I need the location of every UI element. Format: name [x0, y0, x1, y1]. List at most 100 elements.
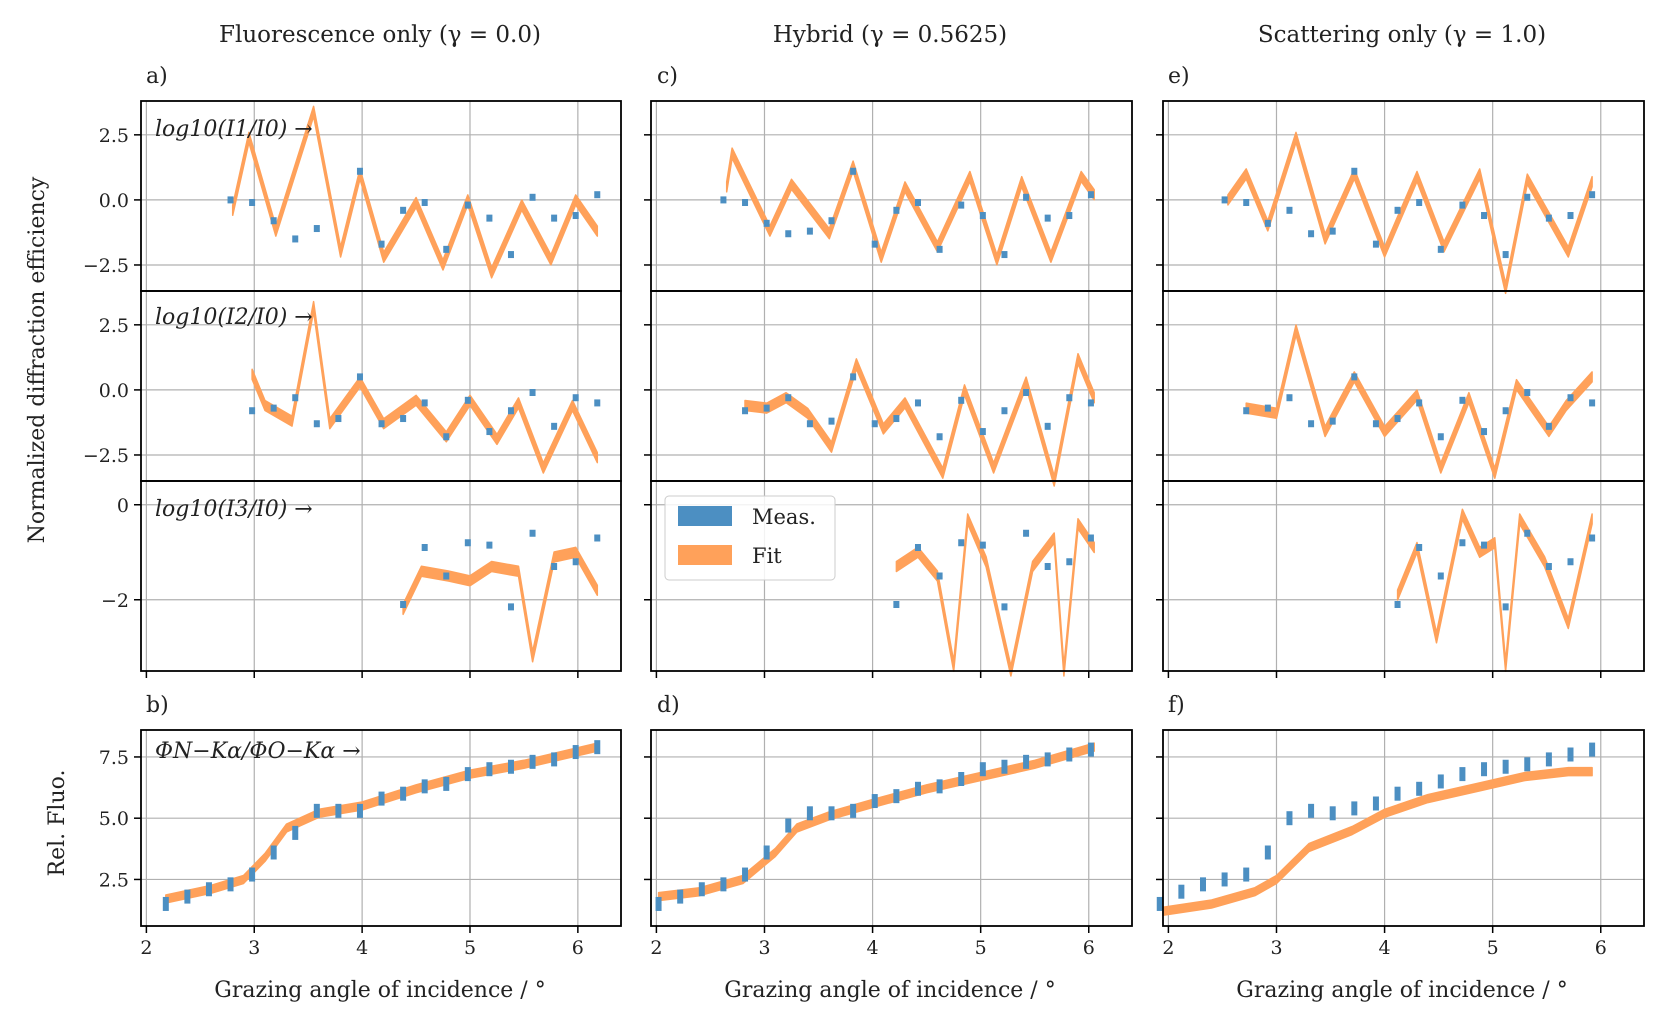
meas-point	[914, 199, 921, 207]
panel-letter-e: e)	[1168, 64, 1190, 89]
meas-point	[1459, 767, 1466, 782]
meas-point	[1394, 206, 1401, 214]
meas-point	[958, 772, 965, 786]
meas-point	[828, 417, 835, 425]
meas-point	[1087, 534, 1094, 542]
annotation-log-i3: log10(I3/I0) →	[155, 497, 313, 522]
meas-point	[720, 877, 727, 892]
meas-point	[572, 745, 579, 760]
x-tick-label: 4	[867, 937, 879, 959]
meas-point	[1023, 193, 1030, 201]
y-tick-label: 2.5	[99, 315, 129, 337]
meas-point	[1286, 206, 1293, 214]
meas-point	[529, 389, 536, 397]
meas-point	[1243, 199, 1250, 207]
meas-point	[720, 196, 727, 204]
meas-point	[313, 803, 320, 818]
meas-point	[356, 803, 363, 818]
meas-point	[507, 407, 514, 415]
meas-point	[1416, 781, 1423, 796]
y-tick-label: −2.5	[83, 255, 129, 277]
x-tick-label: 3	[1270, 937, 1282, 959]
meas-point	[893, 601, 900, 608]
y-axis-label-efficiency: Normalized diffraction efficiency	[25, 176, 50, 543]
axes-frame	[1162, 480, 1645, 672]
meas-point	[572, 558, 579, 566]
meas-point	[936, 433, 943, 441]
meas-point	[1524, 529, 1531, 537]
panel-letter-f: f)	[1168, 693, 1185, 718]
meas-point	[1066, 394, 1073, 402]
meas-point	[1459, 396, 1466, 404]
y-tick-label: 2.5	[99, 125, 129, 147]
meas-point	[936, 572, 943, 580]
meas-point	[893, 789, 900, 804]
meas-point	[1044, 563, 1051, 570]
legend-fit-label: Fit	[752, 544, 782, 568]
meas-point	[893, 415, 900, 423]
meas-point	[1351, 167, 1358, 175]
meas-point	[1545, 752, 1552, 767]
meas-point	[356, 373, 363, 381]
meas-point	[850, 373, 857, 381]
meas-point	[828, 806, 835, 821]
meas-point	[1023, 389, 1030, 397]
meas-point	[1001, 251, 1008, 259]
x-tick-label: 2	[650, 937, 662, 959]
meas-point	[742, 867, 749, 882]
meas-point	[871, 420, 878, 428]
axes-frame	[650, 729, 1133, 927]
meas-point	[594, 740, 601, 755]
meas-point	[1001, 759, 1008, 774]
x-tick-label: 3	[758, 937, 770, 959]
meas-point	[871, 240, 878, 248]
axes-frame	[140, 480, 622, 672]
meas-point	[292, 825, 299, 840]
x-tick-label: 4	[1379, 937, 1391, 959]
y-tick-label: 2.5	[99, 869, 129, 891]
meas-point	[507, 759, 514, 774]
meas-point	[1524, 389, 1531, 397]
meas-point	[270, 217, 277, 225]
x-tick-label: 4	[356, 937, 368, 959]
meas-point	[594, 399, 601, 407]
meas-point	[421, 779, 428, 794]
y-tick-label: 5.0	[99, 808, 129, 830]
meas-point	[443, 776, 450, 791]
meas-point	[464, 767, 471, 782]
y-tick-label: −2.5	[83, 445, 129, 467]
legend: Meas. Fit	[664, 495, 836, 581]
annotation-log-i2: log10(I2/I0) →	[155, 305, 313, 330]
meas-point	[486, 214, 493, 222]
meas-point	[1372, 796, 1379, 811]
axes-frame	[1162, 290, 1645, 482]
axes-frame	[140, 729, 622, 927]
column-title-fluorescence: Fluorescence only (γ = 0.0)	[219, 22, 541, 48]
meas-point	[1199, 877, 1206, 892]
y-axis-label-fluorescence: Rel. Fluo.	[45, 770, 70, 877]
meas-point	[356, 167, 363, 175]
x-tick-label: 6	[1083, 937, 1095, 959]
meas-point	[1502, 759, 1509, 774]
meas-point	[763, 845, 770, 860]
meas-point	[249, 199, 256, 207]
meas-point	[421, 399, 428, 407]
meas-point	[1066, 212, 1073, 220]
meas-point	[1567, 212, 1574, 220]
fit-band	[725, 147, 1095, 266]
fit-band	[744, 352, 1095, 487]
meas-point	[914, 781, 921, 796]
meas-point	[893, 206, 900, 214]
meas-point	[979, 762, 986, 777]
meas-point	[1437, 774, 1444, 789]
meas-point	[1481, 541, 1488, 549]
y-tick-label: 7.5	[99, 747, 129, 769]
meas-point	[335, 803, 342, 818]
meas-point	[486, 428, 493, 436]
y-tick-label: 0	[117, 495, 129, 517]
meas-point	[742, 407, 749, 415]
meas-point	[1567, 747, 1574, 762]
meas-point	[313, 225, 320, 233]
meas-point	[1567, 394, 1574, 402]
meas-point	[655, 896, 662, 911]
